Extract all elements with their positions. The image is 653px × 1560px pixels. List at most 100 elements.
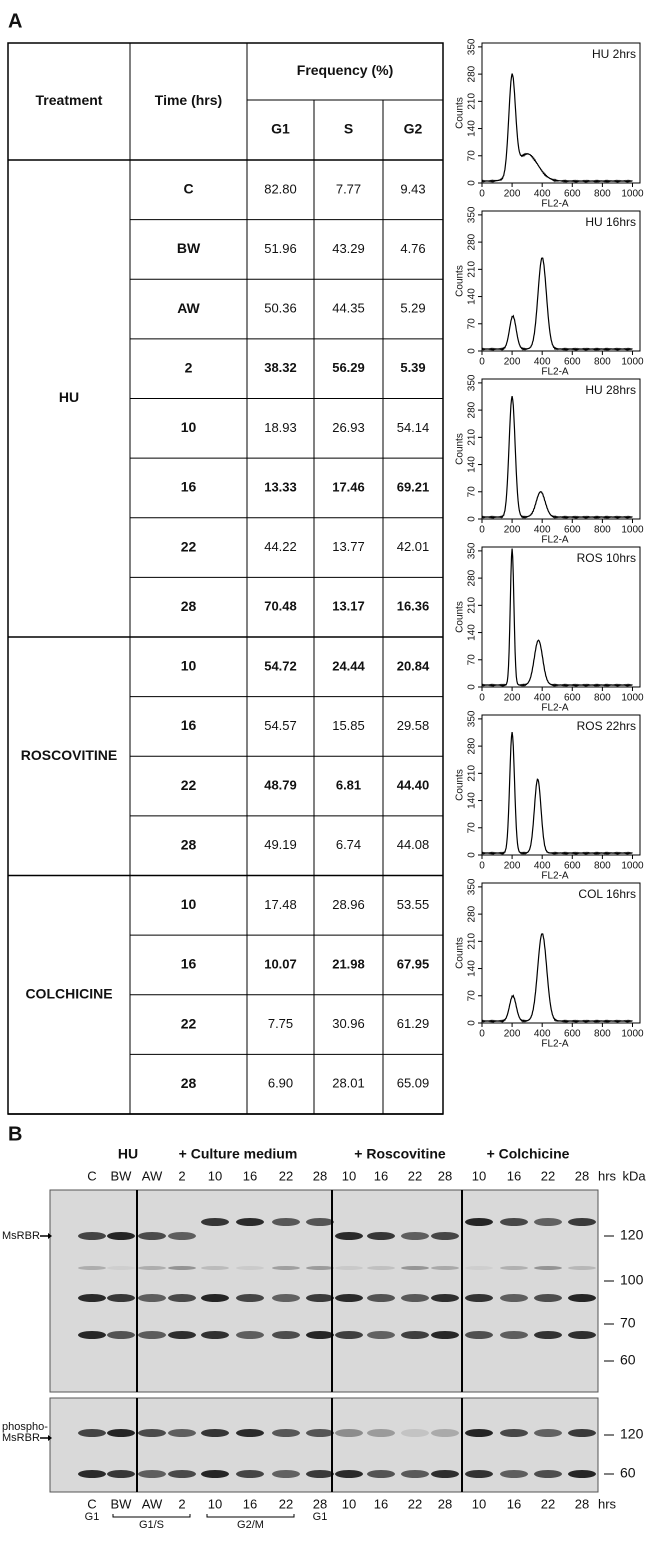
band [201,1266,229,1270]
treatment-cell: HU [59,389,79,405]
band [168,1294,196,1302]
phase-label: G1/S [139,1519,164,1531]
y-tick-label: 70 [467,318,478,330]
phase-bracket [113,1514,190,1517]
treatment-cell: ROSCOVITINE [21,747,117,763]
group-label: + Colchicine [487,1146,570,1162]
lane-label: 28 [575,1168,589,1183]
histogram-frame [482,211,640,351]
histogram-curve [482,934,633,1022]
y-tick-label: 0 [467,852,478,858]
x-tick-label: 0 [479,1029,485,1040]
lane-label: AW [142,1496,163,1511]
y-tick-label: 280 [467,65,478,82]
time-cell: BW [177,240,201,256]
band [201,1218,229,1226]
value-cell: 6.90 [268,1076,293,1091]
band [168,1470,196,1478]
x-tick-label: 1000 [621,357,644,368]
y-axis-label: Counts [455,265,466,297]
x-tick-label: 800 [594,1029,611,1040]
lane-label: 28 [313,1168,327,1183]
value-cell: 13.17 [332,599,365,614]
band [401,1331,429,1339]
band [107,1331,135,1339]
value-cell: 67.95 [397,956,430,971]
band [431,1266,459,1270]
band [500,1266,528,1270]
value-cell: 53.55 [397,897,430,912]
band [568,1331,596,1339]
band [500,1470,528,1478]
time-cell: 28 [181,598,197,614]
y-tick-label: 70 [467,150,478,162]
x-tick-label: 800 [594,693,611,704]
blot-label: MsRBR [2,1230,40,1242]
band [272,1294,300,1302]
lane-label: 28 [575,1496,589,1511]
band [431,1294,459,1302]
x-tick-label: 200 [504,357,521,368]
lane-label: C [87,1496,96,1511]
value-cell: 44.35 [332,301,365,316]
unit-label: hrs [598,1168,617,1183]
time-cell: 22 [181,538,197,554]
value-cell: 69.21 [397,479,430,494]
value-cell: 44.40 [397,778,430,793]
x-axis-label: FL2-A [541,871,569,882]
y-tick-label: 70 [467,990,478,1002]
x-tick-label: 800 [594,357,611,368]
x-tick-label: 0 [479,525,485,536]
band [272,1266,300,1270]
header-cell: G1 [271,121,290,137]
band [534,1429,562,1437]
band [431,1470,459,1478]
y-tick-label: 350 [467,374,478,391]
band [236,1294,264,1302]
time-cell: 2 [185,359,193,375]
band [107,1232,135,1240]
lane-label: BW [111,1168,133,1183]
y-tick-label: 280 [467,737,478,754]
band [335,1470,363,1478]
phase-label: G2/M [237,1519,264,1531]
time-cell: 10 [181,896,197,912]
band [431,1232,459,1240]
y-tick-label: 350 [467,38,478,55]
histogram-frame [482,883,640,1023]
histogram-curve [482,74,633,182]
value-cell: 42.01 [397,539,430,554]
value-cell: 15.85 [332,718,365,733]
value-cell: 21.98 [332,956,365,971]
band [306,1218,334,1226]
band [306,1331,334,1339]
band [138,1294,166,1302]
band [500,1294,528,1302]
band [138,1470,166,1478]
y-tick-label: 140 [467,792,478,809]
band [138,1331,166,1339]
lane-label: 22 [279,1496,293,1511]
band [401,1470,429,1478]
band [568,1470,596,1478]
value-cell: 24.44 [332,658,365,673]
band [401,1266,429,1270]
group-label: + Roscovitine [354,1146,446,1162]
band [534,1331,562,1339]
band [236,1218,264,1226]
marker-label: 70 [620,1315,636,1331]
lane-label: AW [142,1168,163,1183]
header-cell: Treatment [36,92,103,108]
value-cell: 48.79 [264,778,297,793]
band [272,1331,300,1339]
value-cell: 18.93 [264,420,297,435]
band [401,1294,429,1302]
y-axis-label: Counts [455,937,466,969]
band [431,1429,459,1437]
x-tick-label: 800 [594,861,611,872]
value-cell: 13.33 [264,479,297,494]
phase-label: G1 [313,1511,328,1523]
band [367,1429,395,1437]
histogram-frame [482,379,640,519]
value-cell: 56.29 [332,360,365,375]
